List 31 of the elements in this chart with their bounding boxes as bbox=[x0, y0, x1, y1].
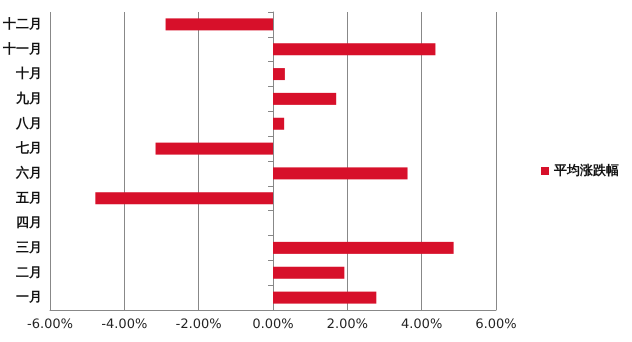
x-tick-label: 0.00% bbox=[252, 317, 294, 332]
x-tick-label: -6.00% bbox=[27, 317, 73, 332]
y-tick-label: 七月 bbox=[15, 141, 42, 156]
bar bbox=[156, 142, 273, 155]
bar bbox=[273, 43, 436, 56]
bar bbox=[273, 92, 336, 105]
x-tick-label: 2.00% bbox=[326, 317, 368, 332]
y-tick-label: 二月 bbox=[16, 265, 42, 280]
y-tick-label: 十二月 bbox=[2, 16, 42, 32]
x-tick-label: -2.00% bbox=[176, 317, 222, 332]
bar bbox=[273, 292, 376, 304]
y-tick-label: 十一月 bbox=[2, 42, 42, 57]
y-tick-label: 五月 bbox=[15, 190, 42, 206]
y-tick-label: 四月 bbox=[16, 216, 42, 231]
bar bbox=[273, 266, 344, 279]
x-tick-label: -4.00% bbox=[101, 317, 148, 332]
bar bbox=[273, 167, 408, 180]
x-tick-label: 6.00% bbox=[475, 317, 517, 332]
legend-label: 平均涨跌幅 bbox=[553, 164, 619, 178]
bar bbox=[273, 68, 285, 80]
bar bbox=[273, 242, 454, 254]
x-tick-label: 4.00% bbox=[401, 317, 442, 332]
y-tick-label: 三月 bbox=[16, 240, 42, 256]
y-tick-label: 八月 bbox=[15, 116, 42, 132]
bar bbox=[95, 192, 273, 204]
bar bbox=[273, 118, 284, 130]
bar bbox=[166, 18, 273, 30]
y-tick-label: 六月 bbox=[15, 164, 42, 181]
y-tick-label: 一月 bbox=[16, 290, 42, 306]
y-tick-label: 九月 bbox=[15, 91, 42, 106]
y-tick-label: 十月 bbox=[15, 66, 42, 82]
